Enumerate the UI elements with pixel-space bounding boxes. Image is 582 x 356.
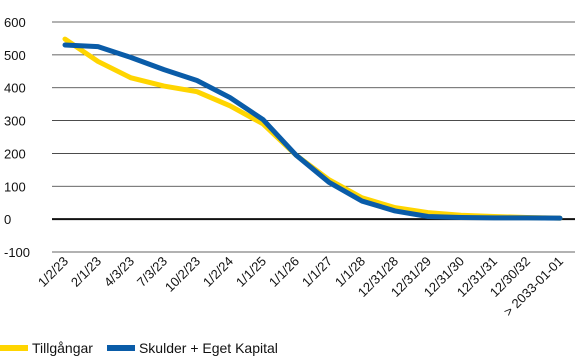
legend-item-skulder: Skulder + Eget Kapital	[106, 340, 278, 356]
x-tick-label: 1/2/23	[35, 254, 71, 290]
legend-label-skulder: Skulder + Eget Kapital	[138, 340, 278, 356]
x-tick-label: 2/1/23	[68, 254, 104, 290]
x-axis-tick-labels: 1/2/232/1/234/3/237/3/2310/2/231/2/241/1…	[35, 254, 566, 320]
x-tick-label: 4/3/23	[101, 254, 137, 290]
y-tick-label: 500	[4, 48, 26, 63]
y-axis-tick-labels: 600 500 400 300 200 100 0 -100	[4, 15, 30, 260]
y-tick-label: 600	[4, 15, 26, 30]
y-tick-label: 200	[4, 146, 26, 161]
legend-label-tillgangar: Tillgångar	[32, 340, 93, 356]
legend-swatch-tillgangar	[0, 345, 28, 351]
gridlines	[52, 21, 575, 253]
y-tick-label: 400	[4, 81, 26, 96]
y-tick-label: 0	[4, 212, 11, 227]
line-chart: 600 500 400 300 200 100 0 -100 1/2/232/1/234/3/…	[4, 15, 575, 320]
legend: Tillgångar Skulder + Eget Kapital	[0, 340, 278, 356]
series-lines	[62, 36, 563, 221]
series-line-skulder-eget-kapital	[62, 42, 563, 221]
x-tick-label: 1/1/26	[266, 254, 302, 290]
y-tick-label: 300	[4, 114, 26, 129]
y-tick-label: 100	[4, 179, 26, 194]
x-tick-label: 1/1/27	[299, 254, 335, 290]
x-tick-label: 1/2/24	[200, 254, 236, 290]
legend-item-tillgangar: Tillgångar	[0, 340, 93, 356]
y-tick-label: -100	[4, 245, 30, 260]
x-tick-label: 1/1/25	[233, 254, 269, 290]
series-line-tillgangar	[62, 36, 563, 221]
x-tick-label: 10/2/23	[162, 254, 203, 295]
legend-swatch-skulder	[106, 345, 135, 351]
